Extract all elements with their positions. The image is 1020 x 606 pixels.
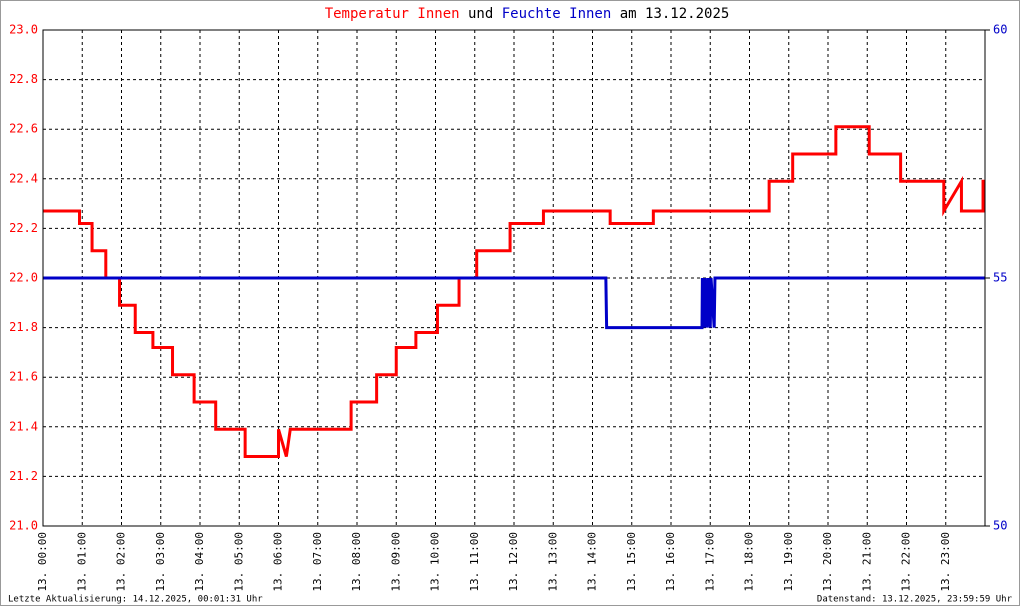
- x-tick-label: 13. 07:00: [311, 532, 324, 592]
- x-tick-label: 13. 18:00: [743, 532, 756, 592]
- y-tick-label: 22.8: [9, 72, 38, 86]
- x-tick-label: 13. 14:00: [586, 532, 599, 592]
- x-tick-label: 13. 01:00: [75, 532, 88, 592]
- y2-tick-label: 50: [993, 519, 1007, 533]
- x-tick-label: 13. 10:00: [429, 532, 442, 592]
- x-tick-label: 13. 12:00: [507, 532, 520, 592]
- x-tick-label: 13. 00:00: [36, 532, 49, 592]
- x-tick-label: 13. 09:00: [389, 532, 402, 592]
- x-tick-label: 13. 05:00: [232, 532, 245, 592]
- y-tick-label: 22.6: [9, 122, 38, 136]
- title-series-2: Feuchte Innen: [502, 6, 612, 22]
- x-tick-label: 13. 03:00: [154, 532, 167, 592]
- x-tick-label: 13. 22:00: [900, 532, 913, 592]
- y-tick-label: 23.0: [9, 23, 38, 37]
- footer-right: Datenstand: 13.12.2025, 23:59:59 Uhr: [817, 595, 1013, 605]
- y-tick-label: 22.2: [9, 221, 38, 235]
- footer-left: Letzte Aktualisierung: 14.12.2025, 00:01…: [8, 595, 263, 605]
- y-tick-label: 21.6: [9, 370, 38, 384]
- title-series-1: Temperatur Innen: [325, 6, 460, 22]
- x-tick-label: 13. 11:00: [468, 532, 481, 592]
- x-tick-label: 13. 08:00: [350, 532, 363, 592]
- y-tick-label: 21.0: [9, 519, 38, 533]
- title-connector: und: [468, 6, 493, 22]
- y-tick-label: 21.8: [9, 320, 38, 334]
- x-tick-label: 13. 19:00: [782, 532, 795, 592]
- x-tick-label: 13. 04:00: [193, 532, 206, 592]
- data-line: [43, 125, 985, 459]
- x-tick-label: 13. 02:00: [115, 532, 128, 592]
- x-tick-label: 13. 23:00: [939, 532, 952, 592]
- y-tick-label: 21.4: [9, 419, 38, 433]
- data-line: [43, 276, 985, 330]
- y-tick-label: 22.4: [9, 171, 38, 185]
- x-tick-label: 13. 06:00: [272, 532, 285, 592]
- x-tick-label: 13. 16:00: [664, 532, 677, 592]
- x-tick-label: 13. 21:00: [860, 532, 873, 592]
- x-tick-label: 13. 13:00: [546, 532, 559, 592]
- y-tick-label: 21.2: [9, 469, 38, 483]
- y-tick-label: 22.0: [9, 271, 38, 285]
- x-tick-label: 13. 15:00: [625, 532, 638, 592]
- y2-tick-label: 60: [993, 23, 1007, 37]
- title-suffix: am 13.12.2025: [620, 6, 730, 22]
- y2-tick-label: 55: [993, 271, 1007, 285]
- x-tick-label: 13. 17:00: [703, 532, 716, 592]
- x-tick-label: 13. 20:00: [821, 532, 834, 592]
- chart-title: Temperatur Innen und Feuchte Innen am 13…: [325, 6, 730, 22]
- plot-border: [42, 29, 986, 527]
